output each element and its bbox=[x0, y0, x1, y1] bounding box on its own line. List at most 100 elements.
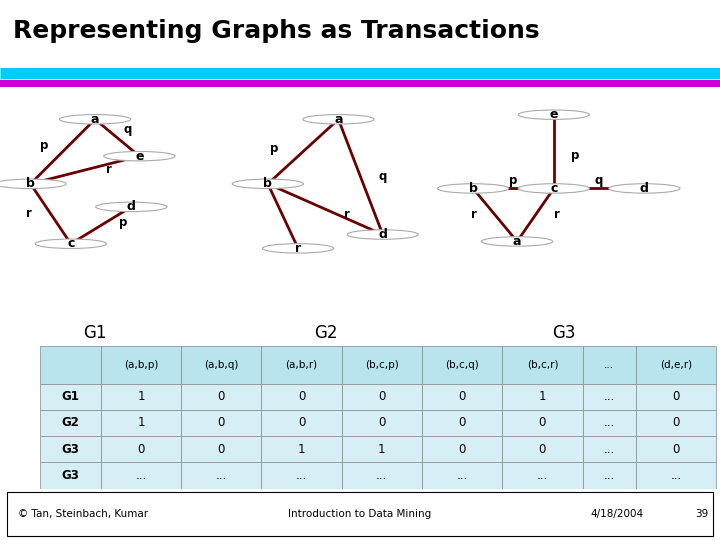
Text: 0: 0 bbox=[672, 416, 680, 429]
Bar bbox=[503, 410, 582, 436]
Bar bbox=[261, 462, 342, 489]
Text: 0: 0 bbox=[217, 390, 225, 403]
Bar bbox=[181, 383, 261, 410]
Text: G3: G3 bbox=[61, 469, 79, 482]
Bar bbox=[636, 383, 716, 410]
Text: 1: 1 bbox=[138, 416, 145, 429]
Bar bbox=[342, 462, 422, 489]
Bar bbox=[342, 410, 422, 436]
Bar bbox=[40, 383, 101, 410]
Text: 0: 0 bbox=[539, 443, 546, 456]
Text: 0: 0 bbox=[539, 416, 546, 429]
Bar bbox=[503, 383, 582, 410]
Text: (a,b,r): (a,b,r) bbox=[285, 360, 318, 369]
Text: r: r bbox=[106, 163, 112, 176]
Text: 0: 0 bbox=[459, 390, 466, 403]
Bar bbox=[7, 492, 713, 536]
Bar bbox=[582, 383, 636, 410]
Text: (b,c,p): (b,c,p) bbox=[365, 360, 399, 369]
Bar bbox=[582, 410, 636, 436]
Bar bbox=[636, 436, 716, 462]
Text: d: d bbox=[127, 200, 136, 213]
Bar bbox=[261, 436, 342, 462]
Text: r: r bbox=[295, 242, 301, 255]
Text: 0: 0 bbox=[459, 416, 466, 429]
Text: a: a bbox=[513, 235, 521, 248]
Ellipse shape bbox=[263, 244, 333, 253]
Text: 0: 0 bbox=[298, 390, 305, 403]
Ellipse shape bbox=[609, 184, 680, 193]
Bar bbox=[503, 436, 582, 462]
Text: Introduction to Data Mining: Introduction to Data Mining bbox=[289, 509, 431, 518]
Text: 39: 39 bbox=[695, 509, 708, 518]
Bar bbox=[342, 436, 422, 462]
Bar bbox=[422, 383, 503, 410]
Text: (b,c,q): (b,c,q) bbox=[445, 360, 479, 369]
Text: a: a bbox=[334, 113, 343, 126]
Text: ...: ... bbox=[537, 469, 548, 482]
Text: 1: 1 bbox=[138, 390, 145, 403]
Text: e: e bbox=[549, 108, 558, 121]
Bar bbox=[342, 383, 422, 410]
Bar bbox=[422, 436, 503, 462]
Text: ...: ... bbox=[296, 469, 307, 482]
Ellipse shape bbox=[482, 237, 553, 246]
Bar bbox=[101, 410, 181, 436]
Bar bbox=[582, 436, 636, 462]
Text: 0: 0 bbox=[298, 416, 305, 429]
Text: G3: G3 bbox=[552, 324, 575, 342]
Bar bbox=[40, 436, 101, 462]
Text: 1: 1 bbox=[378, 443, 386, 456]
Text: e: e bbox=[135, 150, 144, 163]
Ellipse shape bbox=[347, 230, 418, 239]
Text: r: r bbox=[344, 208, 350, 221]
Bar bbox=[582, 346, 636, 383]
Bar bbox=[636, 462, 716, 489]
Text: r: r bbox=[26, 207, 32, 220]
Text: ...: ... bbox=[135, 469, 147, 482]
Text: ...: ... bbox=[376, 469, 387, 482]
Bar bbox=[503, 346, 582, 383]
Bar bbox=[181, 436, 261, 462]
Bar bbox=[342, 346, 422, 383]
Text: G3: G3 bbox=[61, 443, 79, 456]
Text: G1: G1 bbox=[84, 324, 107, 342]
Ellipse shape bbox=[233, 179, 303, 188]
Text: © Tan, Steinbach, Kumar: © Tan, Steinbach, Kumar bbox=[18, 509, 148, 518]
Text: 0: 0 bbox=[378, 390, 385, 403]
Text: ...: ... bbox=[456, 469, 468, 482]
Ellipse shape bbox=[518, 110, 590, 119]
Text: ...: ... bbox=[603, 443, 615, 456]
Text: G2: G2 bbox=[61, 416, 79, 429]
Ellipse shape bbox=[104, 151, 175, 161]
Bar bbox=[101, 462, 181, 489]
Bar bbox=[101, 436, 181, 462]
Text: p: p bbox=[119, 216, 127, 229]
Text: (a,b,p): (a,b,p) bbox=[124, 360, 158, 369]
Text: 1: 1 bbox=[298, 443, 305, 456]
Text: c: c bbox=[550, 182, 557, 195]
Bar bbox=[101, 346, 181, 383]
Text: ...: ... bbox=[604, 360, 614, 369]
Text: ...: ... bbox=[215, 469, 227, 482]
Ellipse shape bbox=[0, 179, 66, 188]
Text: 0: 0 bbox=[217, 416, 225, 429]
Text: (d,e,r): (d,e,r) bbox=[660, 360, 693, 369]
Text: c: c bbox=[67, 237, 75, 250]
Bar bbox=[422, 346, 503, 383]
Text: (a,b,q): (a,b,q) bbox=[204, 360, 238, 369]
Text: 0: 0 bbox=[217, 443, 225, 456]
Text: r: r bbox=[471, 208, 477, 221]
Bar bbox=[261, 410, 342, 436]
Text: p: p bbox=[509, 174, 518, 187]
Bar bbox=[261, 383, 342, 410]
Bar bbox=[40, 346, 101, 383]
Bar bbox=[636, 346, 716, 383]
Bar bbox=[101, 383, 181, 410]
Bar bbox=[40, 410, 101, 436]
Bar bbox=[422, 462, 503, 489]
Text: 4/18/2004: 4/18/2004 bbox=[590, 509, 644, 518]
Text: G1: G1 bbox=[61, 390, 79, 403]
Text: 1: 1 bbox=[539, 390, 546, 403]
Text: p: p bbox=[571, 148, 580, 162]
